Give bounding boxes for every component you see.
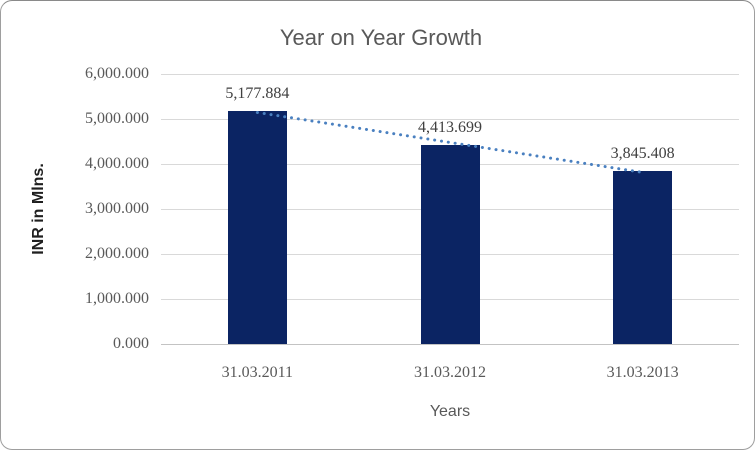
gridline: [161, 74, 739, 75]
y-tick-label: 0.000: [113, 335, 149, 352]
y-tick-label: 3,000.000: [85, 200, 149, 217]
bar: [227, 110, 287, 344]
y-tick-label: 1,000.000: [85, 290, 149, 307]
bar-value-label: 3,845.408: [610, 144, 675, 162]
x-axis-title: Years: [429, 403, 471, 420]
x-tick-label: 31.03.2011: [221, 364, 294, 381]
bar-value-label: 5,177.884: [225, 84, 290, 102]
bar-value-label: 4,413.699: [418, 119, 482, 137]
bar: [420, 145, 480, 344]
bar: [613, 170, 673, 344]
x-axis-line: [161, 344, 739, 345]
y-tick-label: 2,000.000: [85, 245, 149, 262]
x-tick-label: 31.03.2012: [414, 364, 486, 381]
chart-title: Year on Year Growth: [279, 25, 483, 50]
y-tick-label: 6,000.000: [85, 65, 149, 82]
x-tick-label: 31.03.2013: [606, 364, 679, 381]
y-tick-label: 5,000.000: [85, 110, 149, 127]
y-tick-label: 4,000.000: [85, 155, 149, 172]
